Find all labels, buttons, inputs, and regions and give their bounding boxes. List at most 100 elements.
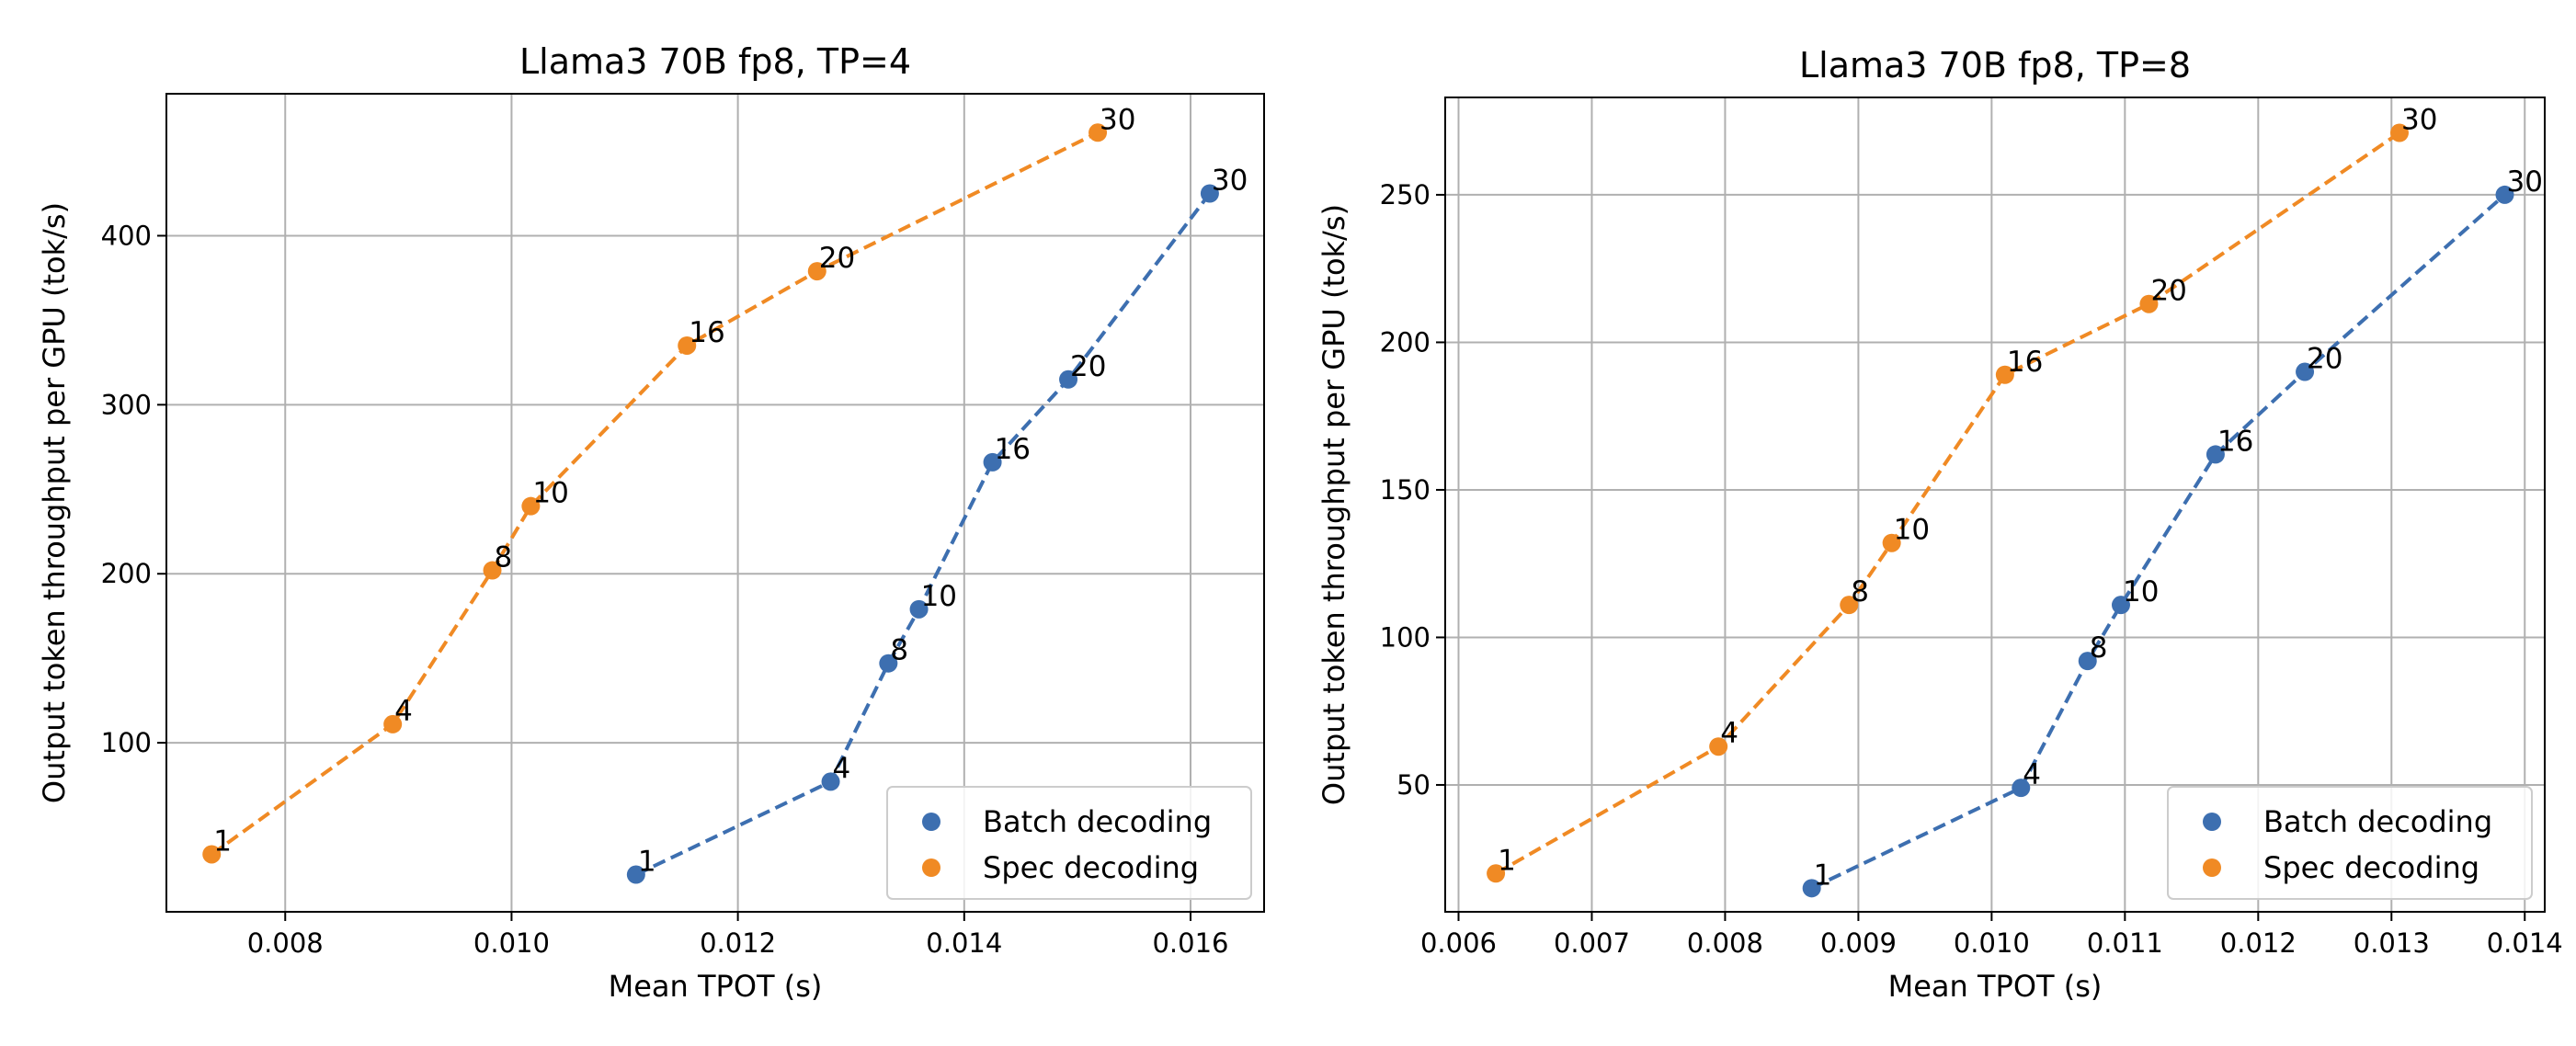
legend-box [2167,786,2533,900]
x-tick-label: 0.007 [1554,927,1630,959]
x-tick-label: 0.014 [926,927,1002,959]
point-label: 16 [2007,346,2043,379]
data-point-batch [2495,185,2514,204]
legend-marker-batch [922,813,940,831]
data-point-batch [1200,184,1219,203]
data-point-batch [2206,445,2225,464]
chart-panel-tp4: 0.008 0.010 0.012 0.014 0.016 100 200 300 400 1 4 8… [37,41,1265,1004]
point-label: 16 [2217,425,2253,458]
data-point-spec [1089,123,1108,142]
x-tick-label: 0.013 [2354,927,2430,959]
data-point-spec [383,714,403,733]
data-point-batch [2296,362,2315,381]
legend-box [886,786,1252,900]
data-point-spec [202,845,222,864]
y-tick-label: 100 [101,727,152,758]
chart-title: Llama3 70B fp8, TP=4 [519,41,911,82]
chart-title: Llama3 70B fp8, TP=8 [1799,45,2191,85]
x-tick-label: 0.010 [473,927,550,959]
point-label: 8 [1851,575,1869,608]
y-tick-label: 400 [101,220,152,251]
point-label: 1 [1498,844,1516,877]
point-label: 4 [833,752,851,785]
x-tick-label: 0.010 [1954,927,2030,959]
y-axis-label: Output token throughput per GPU (tok/s) [37,202,72,803]
data-point-batch [909,599,929,619]
legend-label: Spec decoding [983,850,1199,885]
point-label: 10 [921,580,957,613]
data-point-spec [1487,864,1506,883]
data-point-batch [2012,779,2031,798]
y-tick-label: 100 [1380,621,1430,653]
data-point-spec [483,561,502,580]
data-point-spec [1709,737,1728,756]
data-point-batch [821,772,840,791]
x-axis-label: Mean TPOT (s) [1888,969,2103,1004]
x-tick-label: 0.016 [1152,927,1228,959]
data-point-spec [678,335,697,355]
data-point-batch [626,865,645,884]
plot-frame [1444,97,2546,913]
point-label: 30 [1212,164,1248,197]
legend-label: Spec decoding [2263,850,2479,885]
x-tick-label: 0.006 [1420,927,1497,959]
series-line-batch [634,192,1212,877]
data-point-spec [1840,596,1859,615]
y-tick-label: 300 [101,389,152,420]
y-tick-label: 150 [1380,474,1430,506]
point-label: 20 [819,242,855,275]
x-tick-label: 0.008 [247,927,324,959]
data-point-batch [983,452,1002,472]
point-label: 20 [1070,350,1106,383]
y-tick-label: 200 [101,558,152,589]
point-label: 30 [2401,104,2437,137]
x-tick-label: 0.011 [2087,927,2163,959]
plot-frame [165,93,1265,913]
data-point-spec [2139,294,2159,313]
point-label: 16 [689,316,724,349]
data-point-batch [1802,879,1821,898]
x-axis-label: Mean TPOT (s) [609,969,823,1004]
point-label: 20 [2307,343,2342,376]
y-tick-label: 250 [1380,179,1430,210]
point-label: 30 [1100,103,1135,136]
series-line-spec [1495,131,2401,876]
y-tick-label: 200 [1380,326,1430,358]
data-point-spec [807,262,826,281]
point-label: 1 [213,824,232,858]
data-point-batch [2111,596,2130,615]
x-tick-label: 0.012 [2220,927,2297,959]
point-label: 10 [1894,514,1930,547]
legend: Batch decoding Spec decoding [886,786,1252,900]
y-axis-label: Output token throughput per GPU (tok/s) [1316,204,1351,805]
point-label: 1 [638,846,656,879]
data-point-spec [521,496,541,516]
legend-label: Batch decoding [2263,804,2492,839]
data-point-batch [879,654,898,673]
x-tick-label: 0.014 [2487,927,2563,959]
point-label: 8 [890,634,908,667]
data-point-batch [1059,370,1078,389]
x-tick-label: 0.012 [700,927,776,959]
point-label: 20 [2150,275,2186,308]
point-label: 16 [995,433,1031,466]
point-label: 4 [394,695,413,728]
point-label: 8 [495,541,513,574]
point-label: 1 [1814,858,1832,892]
point-label: 10 [2123,575,2159,608]
legend: Batch decoding Spec decoding [2167,786,2533,900]
point-label: 30 [2507,165,2543,199]
point-label: 4 [2023,758,2041,791]
legend-marker-batch [2203,813,2221,831]
point-label: 8 [2090,631,2108,665]
legend-marker-spec [922,858,940,877]
data-point-spec [1995,365,2014,384]
y-tick-label: 50 [1396,769,1430,801]
point-label: 10 [532,477,568,510]
data-point-spec [1882,533,1901,552]
x-tick-label: 0.009 [1820,927,1897,959]
legend-label: Batch decoding [983,804,1212,839]
chart-panel-tp8: 0.006 0.007 0.008 0.009 0.010 0.011 0.012 0.013… [1316,45,2563,1004]
point-label: 4 [1720,717,1738,750]
